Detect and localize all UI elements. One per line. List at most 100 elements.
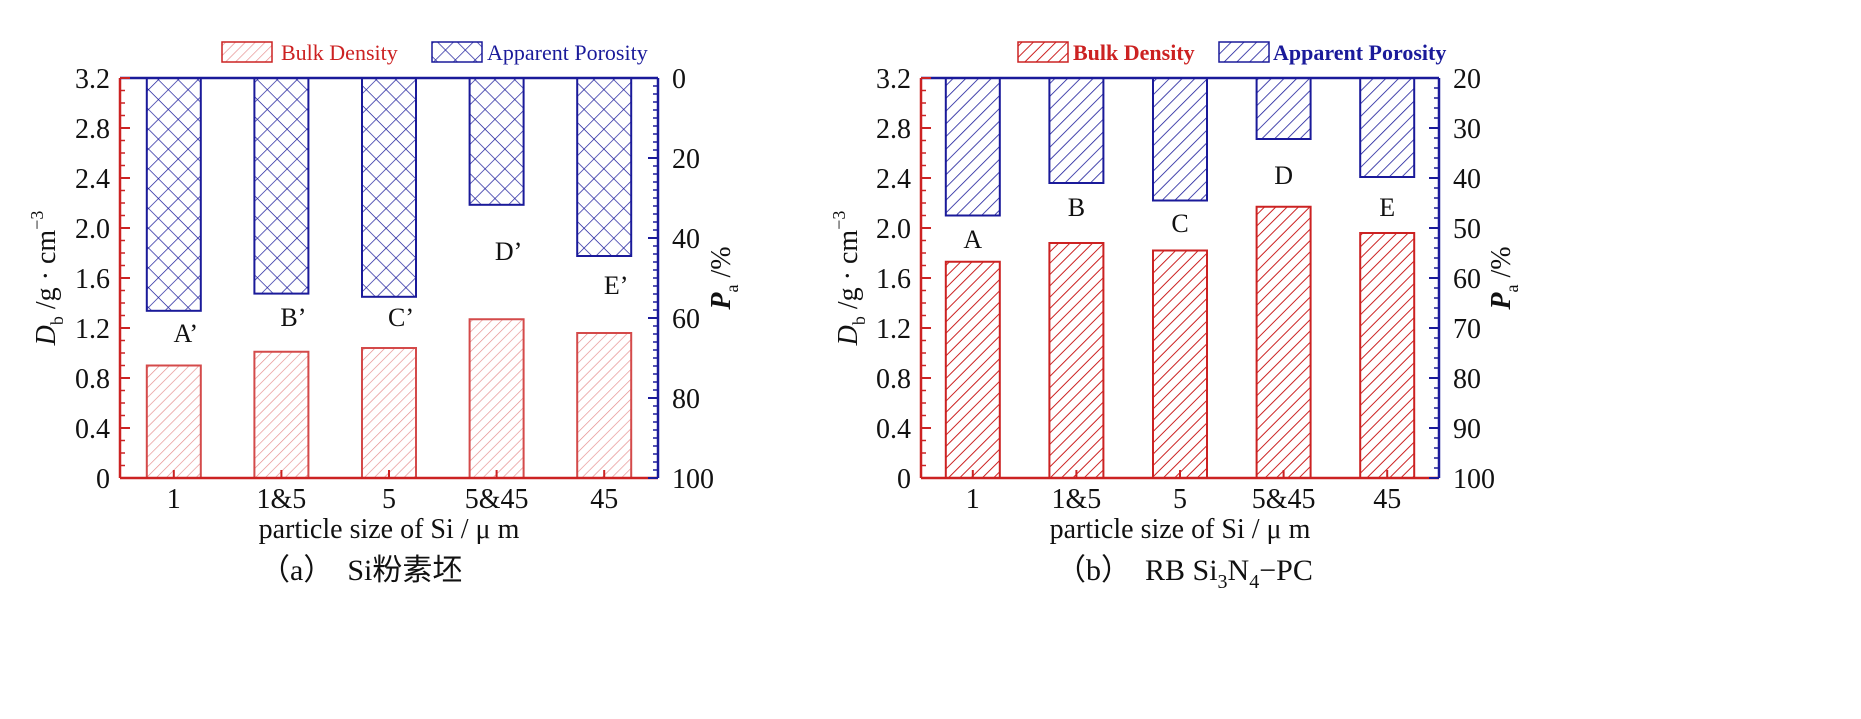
- panel-caption: （b） RB Si3N4−PC: [1056, 554, 1313, 593]
- y2-axis-label-symbol: P: [1486, 292, 1517, 311]
- bulk-density-bar: [1048, 242, 1105, 479]
- bar-label: B’: [280, 303, 306, 332]
- y2-tick-label: 40: [1453, 164, 1481, 195]
- y2-tick-label: 90: [1453, 414, 1481, 445]
- y-axis-label-unit: /g · cm: [31, 230, 62, 317]
- apparent-porosity-bar: [944, 77, 1001, 217]
- y-tick-label: 2.0: [75, 214, 110, 245]
- caption-subscript: 4: [1249, 571, 1259, 593]
- y-axis-label-symbol: D: [31, 325, 62, 346]
- y-tick-label: 0.4: [876, 414, 911, 445]
- y-tick-label: 2.4: [876, 164, 911, 195]
- apparent-porosity-bar: [361, 77, 417, 298]
- x-tick-label: 45: [1373, 484, 1401, 515]
- y-tick-label: 1.2: [75, 314, 110, 345]
- chart-panel-a: A’ 1 B’ 1&5 C’ 5 D’ 5&45 E’ 45 0 0.4 0.8 1.2 1.6 2.0 2.4…: [27, 40, 742, 587]
- x-axis-label: particle size of Si / μ m: [259, 514, 520, 545]
- y2-tick-label: 60: [672, 304, 700, 335]
- y2-tick-label: 60: [1453, 264, 1481, 295]
- x-tick-label: 1&5: [257, 484, 307, 515]
- y-tick-label: 0.8: [75, 364, 110, 395]
- caption-text: RB Si: [1145, 554, 1218, 587]
- y2-tick-label: 70: [1453, 314, 1481, 345]
- y-axis-label-unit: /g · cm: [833, 230, 864, 317]
- y-axis-label-superscript: −3: [27, 211, 47, 230]
- x-axis-label: particle size of Si / μ m: [1050, 514, 1311, 545]
- apparent-porosity-bar: [468, 77, 525, 206]
- legend-label-bulk: Bulk Density: [281, 40, 398, 65]
- caption-prefix: （a）: [260, 554, 333, 587]
- legend-swatch-porosity: [1218, 41, 1270, 63]
- y-axis-label-symbol: D: [833, 325, 864, 346]
- y-tick-label: 0: [96, 464, 110, 495]
- caption-prefix: （b）: [1056, 554, 1131, 587]
- bulk-density-bar: [253, 350, 310, 479]
- legend-label-porosity: Apparent Porosity: [487, 40, 648, 65]
- x-tick-label: 1: [167, 484, 181, 515]
- y2-tick-label: 100: [1453, 464, 1495, 495]
- caption-subscript: 3: [1218, 571, 1228, 593]
- bar-label: B: [1068, 193, 1085, 222]
- bulk-density-bar: [1152, 249, 1208, 479]
- y2-tick-label: 50: [1453, 214, 1481, 245]
- legend-swatch-porosity: [431, 41, 483, 63]
- x-tick-label: 5&45: [1252, 484, 1316, 515]
- apparent-porosity-bar: [145, 77, 202, 312]
- y2-tick-label: 20: [1453, 64, 1481, 95]
- y-tick-label: 0.8: [876, 364, 911, 395]
- y-tick-label: 1.6: [876, 264, 911, 295]
- apparent-porosity-bar: [1048, 77, 1105, 184]
- bar-label: A: [963, 225, 982, 254]
- x-tick-label: 1&5: [1052, 484, 1102, 515]
- bar-label: A’: [174, 319, 199, 348]
- caption-text-mid: N: [1228, 554, 1250, 587]
- x-tick-label: 5: [382, 484, 396, 515]
- legend-swatch-bulk: [221, 41, 273, 63]
- legend-swatch-bulk: [1017, 41, 1069, 63]
- caption-text-end: −PC: [1259, 554, 1313, 587]
- bulk-density-bar: [576, 332, 633, 479]
- y2-tick-label: 0: [672, 64, 686, 95]
- y-axis-label-superscript: −3: [829, 211, 849, 230]
- x-tick-label: 1: [966, 484, 980, 515]
- y-tick-label: 2.4: [75, 164, 110, 195]
- bar-label: E: [1379, 193, 1395, 222]
- y2-tick-label: 40: [672, 224, 700, 255]
- y2-axis-label-symbol: P: [706, 292, 737, 311]
- y-tick-label: 2.0: [876, 214, 911, 245]
- y-tick-label: 2.8: [876, 114, 911, 145]
- y2-tick-label: 100: [672, 464, 714, 495]
- apparent-porosity-bar: [1255, 77, 1312, 140]
- y2-axis-label-unit: /%: [706, 246, 737, 284]
- y2-tick-label: 80: [1453, 364, 1481, 395]
- apparent-porosity-bar: [576, 77, 633, 257]
- bar-label: C: [1171, 209, 1188, 238]
- y2-tick-label: 30: [1453, 114, 1481, 145]
- y-tick-label: 1.6: [75, 264, 110, 295]
- bulk-density-bar: [1255, 205, 1312, 479]
- apparent-porosity-bar: [1359, 77, 1416, 178]
- y2-axis-label-subscript: a: [1502, 285, 1522, 293]
- caption-text: Si粉素坯: [347, 554, 462, 587]
- chart-panel-b: A1B1&5C5D5&45E4500.40.81.21.62.02.42.83.…: [829, 40, 1522, 593]
- y2-tick-label: 80: [672, 384, 700, 415]
- y-axis-label: Db /g · cm−3: [829, 211, 869, 347]
- y2-tick-label: 20: [672, 144, 700, 175]
- apparent-porosity-bar: [253, 77, 310, 295]
- x-tick-label: 45: [590, 484, 618, 515]
- y-tick-label: 1.2: [876, 314, 911, 345]
- bulk-density-bar: [468, 318, 525, 479]
- y-tick-label: 0: [897, 464, 911, 495]
- y-tick-label: 2.8: [75, 114, 110, 145]
- y-axis-label: Db /g · cm−3: [27, 211, 67, 347]
- bar-label: D: [1274, 161, 1293, 190]
- panel-caption: （a） Si粉素坯: [260, 554, 462, 587]
- y-axis-label-subscript: b: [47, 316, 67, 325]
- bar-label: C’: [388, 303, 414, 332]
- x-tick-label: 5: [1173, 484, 1187, 515]
- bar-label: D’: [495, 237, 522, 266]
- x-tick-label: 5&45: [465, 484, 529, 515]
- bulk-density-bar: [944, 260, 1001, 479]
